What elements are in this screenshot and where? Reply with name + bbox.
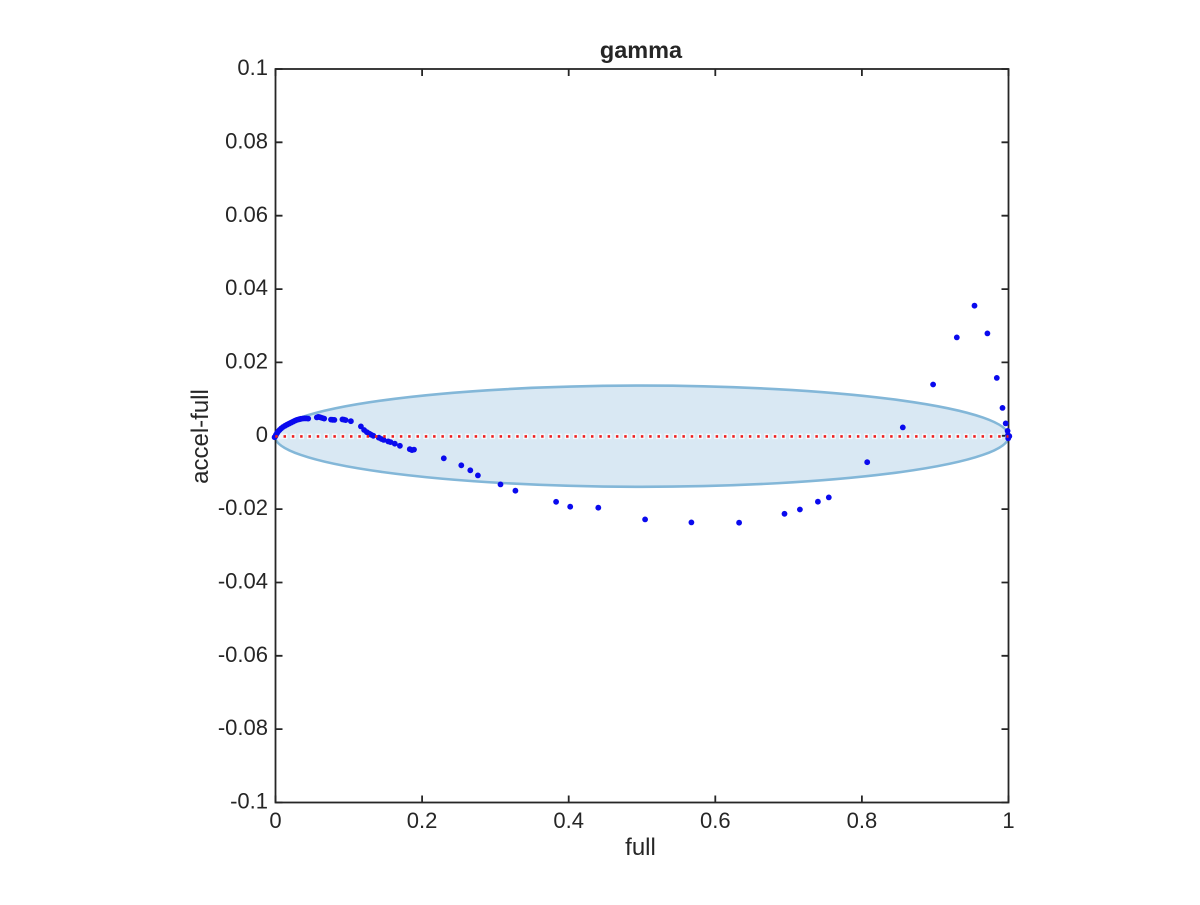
svg-text:-0.02: -0.02 (218, 495, 268, 520)
svg-text:accel-full: accel-full (187, 389, 214, 484)
svg-text:-0.04: -0.04 (218, 569, 268, 594)
svg-text:0: 0 (256, 422, 268, 447)
svg-text:0.4: 0.4 (553, 808, 584, 833)
svg-text:-0.06: -0.06 (218, 642, 268, 667)
svg-text:0.04: 0.04 (225, 275, 268, 300)
svg-text:1: 1 (1002, 808, 1014, 833)
svg-text:0.2: 0.2 (407, 808, 438, 833)
svg-text:gamma: gamma (600, 37, 683, 63)
svg-text:0.02: 0.02 (225, 349, 268, 374)
svg-text:0.8: 0.8 (847, 808, 878, 833)
svg-text:0.6: 0.6 (700, 808, 731, 833)
svg-text:full: full (625, 834, 656, 861)
svg-text:-0.1: -0.1 (230, 789, 268, 814)
svg-text:0.1: 0.1 (237, 55, 268, 80)
svg-text:0.06: 0.06 (225, 202, 268, 227)
svg-text:0: 0 (269, 808, 281, 833)
svg-text:-0.08: -0.08 (218, 715, 268, 740)
svg-text:0.08: 0.08 (225, 128, 268, 153)
